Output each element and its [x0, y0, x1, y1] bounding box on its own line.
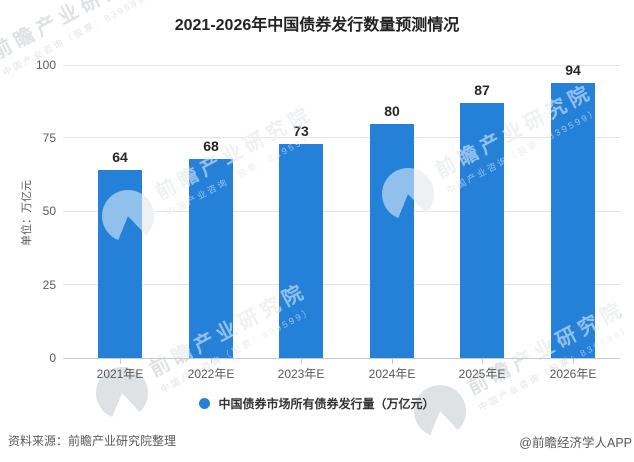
- y-tick-label: 50: [42, 204, 56, 218]
- y-tick-label: 0: [49, 351, 56, 365]
- bar-value-label: 94: [565, 62, 581, 78]
- bar-column-2024: 80: [347, 65, 437, 358]
- x-tick-label: 2022年E: [187, 367, 235, 381]
- x-axis-tick: [120, 359, 121, 364]
- x-axis-tick: [211, 359, 212, 364]
- bar-2021: [98, 170, 142, 358]
- bar-2024: [370, 124, 414, 358]
- gridline-100: [63, 65, 620, 66]
- y-tick-label: 75: [42, 131, 56, 145]
- y-tick-label: 25: [42, 278, 56, 292]
- y-tick-label: 100: [35, 58, 56, 72]
- bar-value-label: 87: [474, 82, 490, 98]
- x-tick-label: 2025年E: [458, 367, 506, 381]
- plot-area: 64 68 73 80 87 94: [63, 62, 620, 359]
- x-tick-label: 2026年E: [549, 367, 597, 381]
- footer-source: 资料来源：前瞻产业研究院整理: [8, 434, 177, 448]
- bar-2022: [189, 159, 233, 358]
- bar-2026: [551, 83, 595, 358]
- gridline-50: [63, 211, 620, 212]
- gridline-25: [63, 284, 620, 285]
- x-tick-label: 2023年E: [277, 367, 325, 381]
- legend-dot-icon: [199, 398, 211, 409]
- legend-label: 中国债券市场所有债券发行量（万亿元）: [218, 397, 435, 411]
- bar-value-label: 68: [203, 138, 219, 154]
- x-tick-label: 2024年E: [368, 367, 416, 381]
- legend: 中国债券市场所有债券发行量（万亿元）: [0, 395, 634, 412]
- bar-2025: [460, 103, 504, 358]
- chart-title: 2021-2026年中国债券发行数量预测情况: [174, 17, 460, 34]
- footer-brand: @前瞻经济学人APP: [519, 436, 632, 450]
- bar-value-label: 73: [293, 123, 309, 139]
- bar-column-2026: 94: [528, 62, 618, 358]
- bar-2023: [279, 144, 323, 358]
- x-axis-tick: [573, 359, 574, 364]
- gridline-75: [63, 137, 620, 138]
- bar-column-2023: 73: [256, 65, 346, 358]
- x-tick-label: 2021年E: [96, 367, 144, 381]
- bar-column-2025: 87: [437, 65, 527, 358]
- bar-column-2021: 64: [75, 65, 165, 358]
- x-axis-tick: [301, 359, 302, 364]
- bar-value-label: 64: [112, 149, 128, 165]
- x-axis-tick: [482, 359, 483, 364]
- bar-value-label: 80: [384, 103, 400, 119]
- x-axis-tick: [392, 359, 393, 364]
- bar-column-2022: 68: [166, 65, 256, 358]
